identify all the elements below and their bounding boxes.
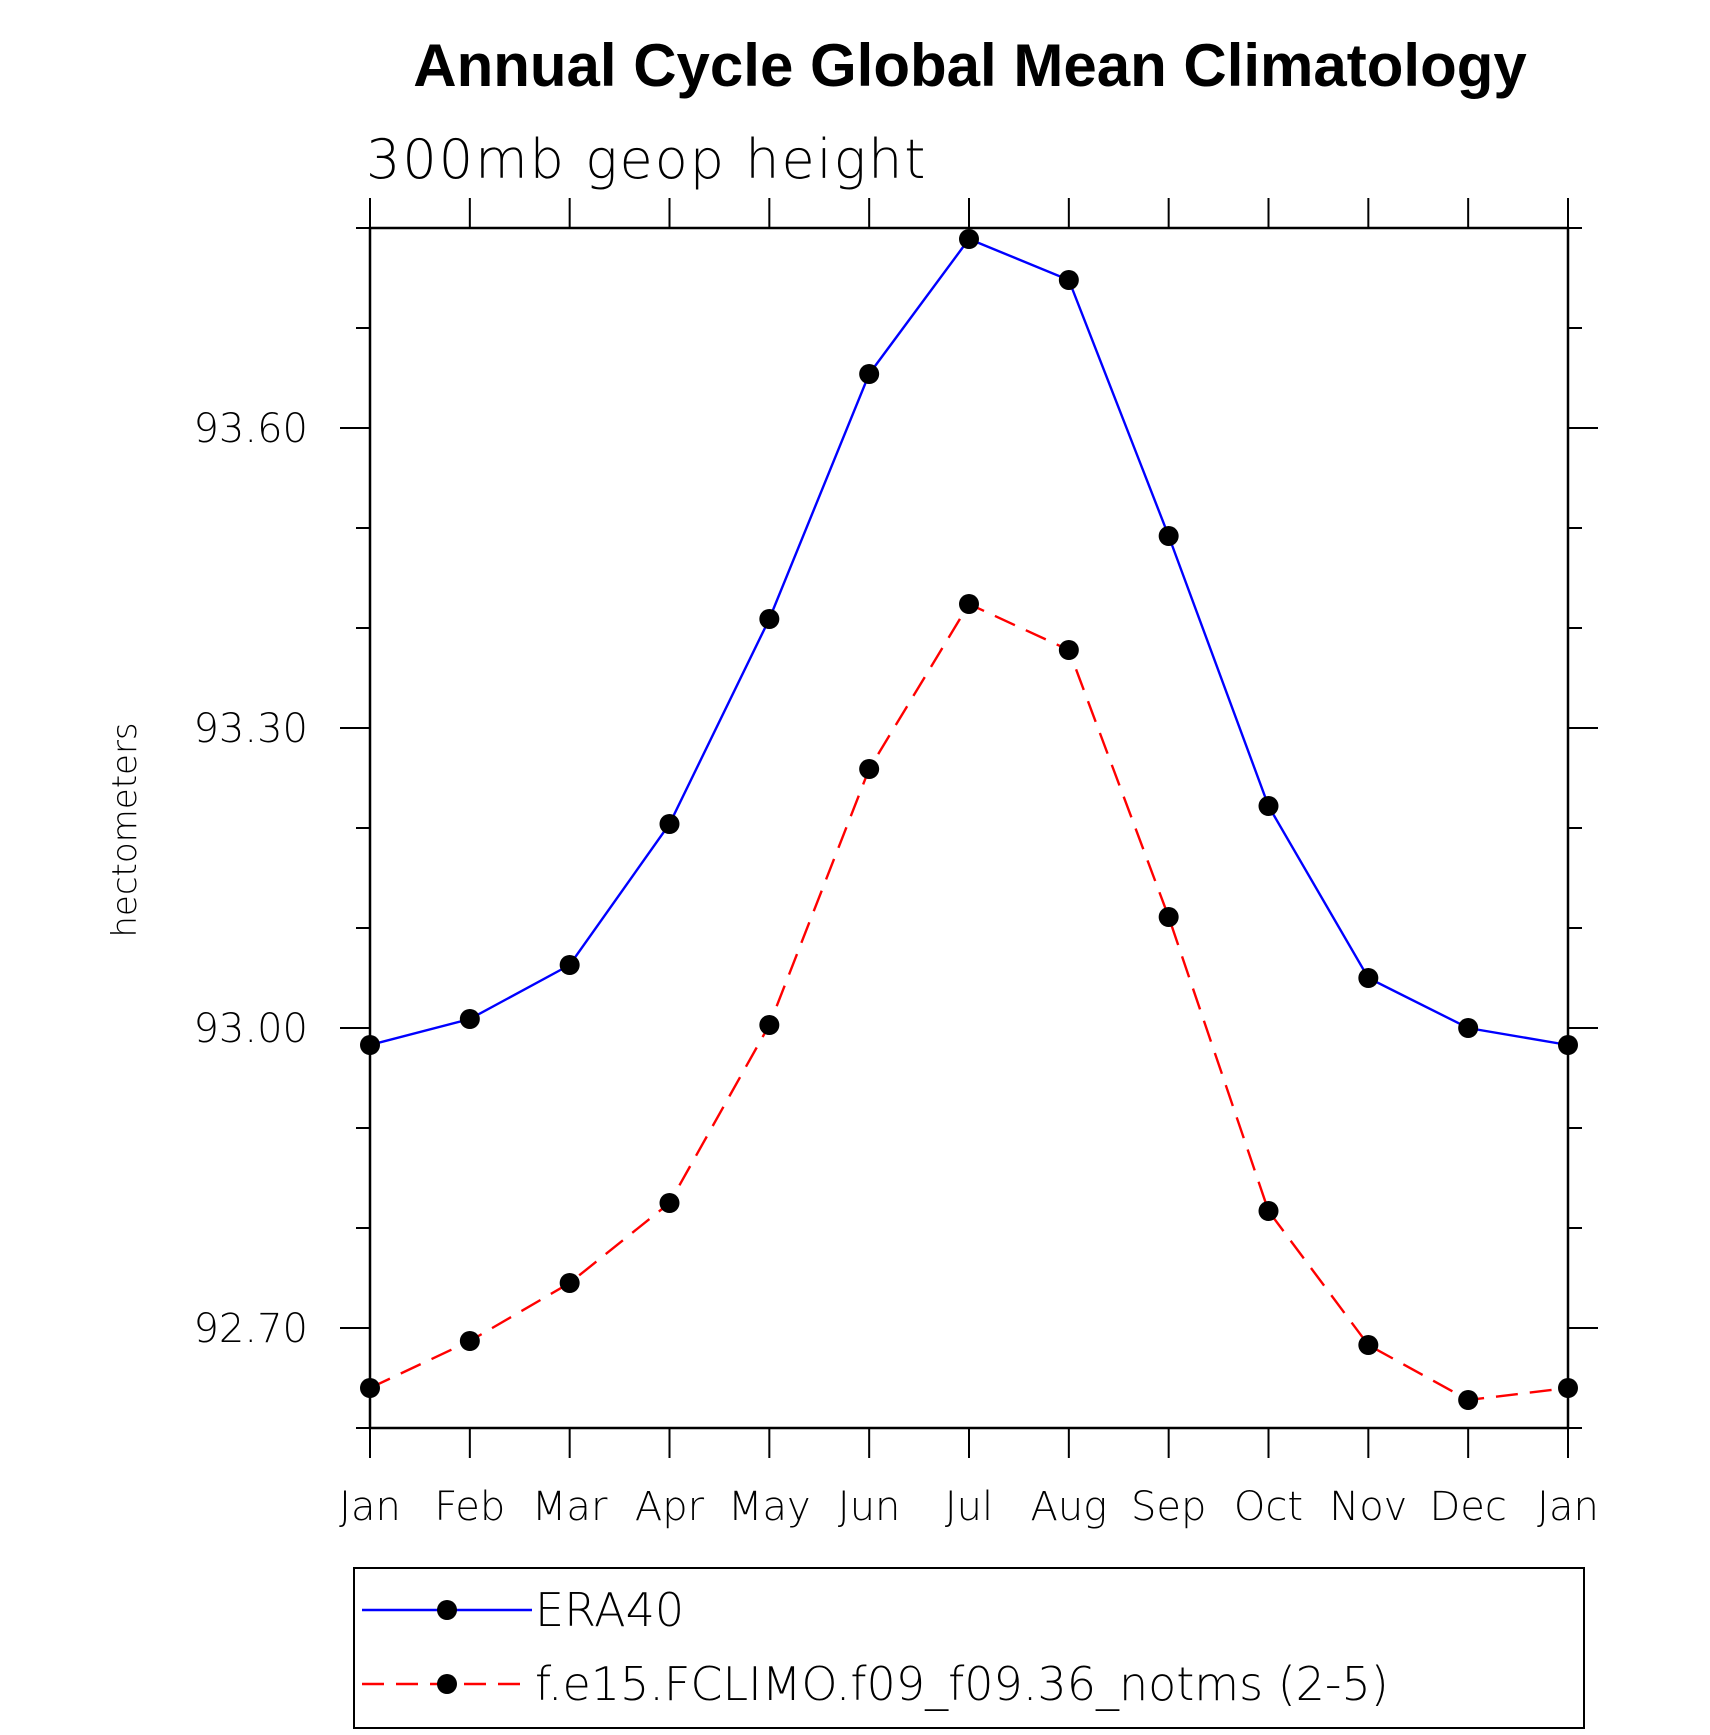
legend-box bbox=[353, 1567, 1585, 1729]
data-point-series-0 bbox=[360, 1035, 380, 1055]
x-tick-label: Feb bbox=[434, 1484, 505, 1530]
data-point-series-1 bbox=[859, 759, 880, 779]
plot-ticks bbox=[340, 198, 1598, 1458]
chart-subtitle: 300mb geop height bbox=[366, 128, 927, 191]
data-point-series-0 bbox=[1158, 526, 1179, 546]
plot-frame bbox=[368, 226, 1570, 1430]
data-point-series-0 bbox=[859, 364, 880, 384]
data-point-series-1 bbox=[1058, 640, 1079, 660]
data-point-series-1 bbox=[959, 594, 979, 614]
x-tick-label: Jan bbox=[339, 1484, 401, 1530]
series-line-0 bbox=[369, 237, 1569, 1047]
y-tick-label: 93.30 bbox=[193, 706, 308, 752]
data-point-series-0 bbox=[1358, 968, 1379, 988]
x-tick-label: Jun bbox=[838, 1484, 901, 1530]
legend-marker-model bbox=[437, 1674, 457, 1694]
data-point-series-0 bbox=[1458, 1018, 1479, 1038]
chart-title: Annual Cycle Global Mean Climatology bbox=[413, 32, 1527, 99]
data-point-series-0 bbox=[1258, 796, 1279, 816]
series-layer bbox=[360, 229, 1578, 1410]
data-point-series-1 bbox=[559, 1273, 580, 1293]
data-point-series-1 bbox=[459, 1331, 480, 1351]
x-tick-label: Mar bbox=[532, 1484, 608, 1530]
x-tick-label: Dec bbox=[1429, 1484, 1506, 1530]
x-tick-label: Jan bbox=[1537, 1484, 1599, 1530]
data-point-series-1 bbox=[1158, 907, 1179, 927]
y-tick-label: 93.00 bbox=[193, 1006, 308, 1052]
y-tick-label: 92.70 bbox=[193, 1306, 308, 1352]
data-point-series-0 bbox=[959, 229, 979, 249]
data-point-series-1 bbox=[659, 1193, 680, 1213]
data-point-series-0 bbox=[1058, 270, 1079, 290]
data-point-series-1 bbox=[1258, 1201, 1279, 1221]
x-tick-label: Oct bbox=[1234, 1484, 1303, 1530]
y-axis-label: hectometers bbox=[105, 722, 145, 937]
y-tick-labels: 92.70 93.00 93.30 93.60 bbox=[193, 406, 308, 1352]
data-point-series-0 bbox=[759, 609, 780, 629]
x-tick-label: Sep bbox=[1131, 1484, 1206, 1530]
x-tick-label: May bbox=[728, 1484, 811, 1530]
x-tick-label: Aug bbox=[1030, 1484, 1107, 1530]
legend: ERA40 f.e15.FCLIMO.f09_f09.36_notms (2-5… bbox=[353, 1567, 1585, 1729]
x-tick-label: Apr bbox=[635, 1484, 705, 1530]
y-tick-label: 93.60 bbox=[193, 406, 308, 452]
x-tick-labels: Jan Feb Mar Apr May Jun Jul Aug Sep Oct Nov Dec Jan bbox=[339, 1484, 1599, 1530]
data-point-series-1 bbox=[1558, 1378, 1578, 1398]
legend-label-era40: ERA40 bbox=[535, 1583, 684, 1637]
data-point-series-0 bbox=[659, 814, 680, 834]
data-point-series-0 bbox=[459, 1009, 480, 1029]
data-point-series-1 bbox=[360, 1378, 380, 1398]
data-point-series-1 bbox=[1358, 1335, 1379, 1355]
legend-label-model: f.e15.FCLIMO.f09_f09.36_notms (2-5) bbox=[535, 1657, 1389, 1711]
data-point-series-0 bbox=[1558, 1035, 1578, 1055]
series-line-1 bbox=[369, 602, 1569, 1402]
x-tick-label: Nov bbox=[1329, 1484, 1407, 1530]
data-point-series-1 bbox=[759, 1015, 780, 1035]
data-point-series-0 bbox=[559, 955, 580, 975]
legend-marker-era40 bbox=[437, 1600, 457, 1620]
data-point-series-1 bbox=[1458, 1390, 1479, 1410]
x-tick-label: Jul bbox=[945, 1484, 993, 1530]
